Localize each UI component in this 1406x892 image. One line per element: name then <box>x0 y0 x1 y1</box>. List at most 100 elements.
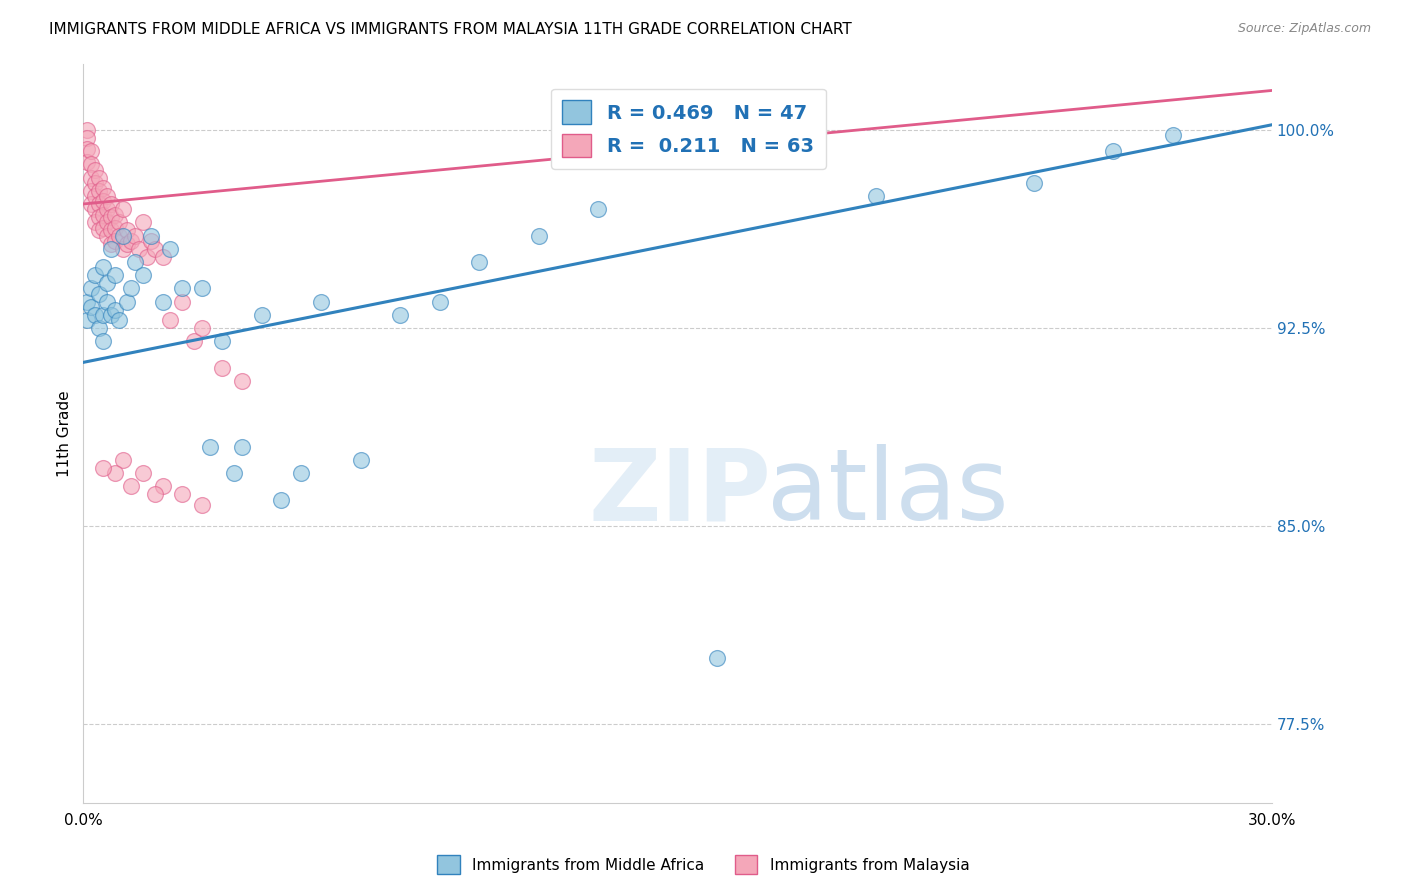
Point <box>211 360 233 375</box>
Point <box>389 308 412 322</box>
Point <box>222 467 245 481</box>
Point <box>80 157 103 171</box>
Text: ZIP: ZIP <box>589 444 772 541</box>
Point <box>111 228 134 243</box>
Point <box>84 176 107 190</box>
Point <box>76 123 98 137</box>
Point <box>96 189 118 203</box>
Point <box>80 170 103 185</box>
Point <box>108 228 131 243</box>
Point <box>76 154 98 169</box>
Point <box>152 294 174 309</box>
Text: IMMIGRANTS FROM MIDDLE AFRICA VS IMMIGRANTS FROM MALAYSIA 11TH GRADE CORRELATION: IMMIGRANTS FROM MIDDLE AFRICA VS IMMIGRA… <box>49 22 852 37</box>
Point <box>91 461 114 475</box>
Point <box>124 255 146 269</box>
Point <box>91 260 114 275</box>
Point <box>104 220 127 235</box>
Point <box>128 242 150 256</box>
Point <box>191 281 214 295</box>
Text: Source: ZipAtlas.com: Source: ZipAtlas.com <box>1237 22 1371 36</box>
Legend: Immigrants from Middle Africa, Immigrants from Malaysia: Immigrants from Middle Africa, Immigrant… <box>430 849 976 880</box>
Point <box>89 210 111 224</box>
Point <box>120 234 142 248</box>
Point <box>108 215 131 229</box>
Point <box>104 234 127 248</box>
Point <box>84 268 107 283</box>
Point <box>76 142 98 156</box>
Point <box>231 440 253 454</box>
Point <box>91 208 114 222</box>
Point <box>76 131 98 145</box>
Point <box>108 313 131 327</box>
Text: atlas: atlas <box>766 444 1008 541</box>
Point <box>124 228 146 243</box>
Point <box>527 228 550 243</box>
Point <box>104 302 127 317</box>
Point <box>76 313 98 327</box>
Point <box>159 313 181 327</box>
Point <box>115 236 138 251</box>
Point <box>172 281 194 295</box>
Point <box>152 250 174 264</box>
Point <box>84 189 107 203</box>
Point <box>100 242 122 256</box>
Point <box>111 202 134 217</box>
Point <box>309 294 332 309</box>
Point <box>89 170 111 185</box>
Y-axis label: 11th Grade: 11th Grade <box>58 391 72 477</box>
Point <box>159 242 181 256</box>
Point <box>349 453 371 467</box>
Point <box>96 202 118 217</box>
Point <box>191 321 214 335</box>
Point <box>96 228 118 243</box>
Point <box>468 255 491 269</box>
Point <box>290 467 312 481</box>
Point <box>104 268 127 283</box>
Point <box>588 202 610 217</box>
Point <box>1102 144 1125 158</box>
Point <box>139 228 162 243</box>
Point <box>80 281 103 295</box>
Point <box>84 202 107 217</box>
Point <box>250 308 273 322</box>
Point <box>152 479 174 493</box>
Point <box>84 215 107 229</box>
Point <box>139 234 162 248</box>
Point <box>1161 128 1184 143</box>
Point <box>111 242 134 256</box>
Point <box>135 250 157 264</box>
Point <box>96 294 118 309</box>
Point <box>91 181 114 195</box>
Point <box>231 374 253 388</box>
Point <box>143 242 166 256</box>
Point <box>80 197 103 211</box>
Point <box>191 498 214 512</box>
Point <box>132 215 155 229</box>
Point <box>80 144 103 158</box>
Point <box>80 184 103 198</box>
Point <box>132 268 155 283</box>
Point <box>429 294 451 309</box>
Point <box>120 281 142 295</box>
Point <box>91 334 114 349</box>
Point <box>172 487 194 501</box>
Point <box>111 453 134 467</box>
Point <box>706 651 728 665</box>
Point <box>84 308 107 322</box>
Point <box>100 308 122 322</box>
Legend: R = 0.469   N = 47, R =  0.211   N = 63: R = 0.469 N = 47, R = 0.211 N = 63 <box>551 88 825 169</box>
Point <box>96 215 118 229</box>
Point <box>84 162 107 177</box>
Point <box>76 294 98 309</box>
Point <box>115 294 138 309</box>
Point <box>865 189 887 203</box>
Point <box>211 334 233 349</box>
Point <box>80 300 103 314</box>
Point <box>91 308 114 322</box>
Point <box>120 479 142 493</box>
Point <box>100 236 122 251</box>
Point <box>183 334 205 349</box>
Point <box>1024 176 1046 190</box>
Point <box>91 220 114 235</box>
Point <box>100 197 122 211</box>
